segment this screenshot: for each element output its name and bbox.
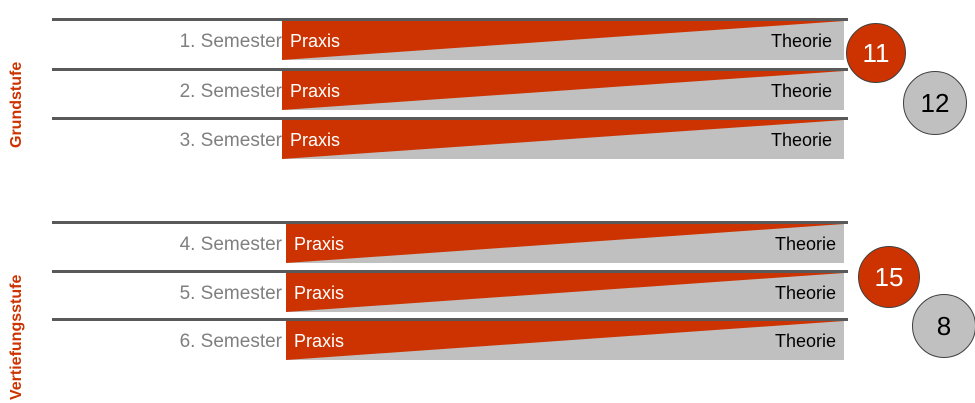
- theorie-label: Theorie: [774, 234, 836, 254]
- praxis-theorie-bar: Praxis Theorie: [282, 120, 844, 159]
- praxis-label: Praxis: [294, 331, 345, 351]
- theorie-label: Theorie: [770, 130, 832, 150]
- semester-row-4: 4. Semester Praxis Theorie: [52, 221, 848, 266]
- semester-row-6: 6. Semester Praxis Theorie: [52, 318, 848, 363]
- praxis-label: Praxis: [290, 31, 341, 51]
- semester-label: 2. Semester: [179, 81, 282, 102]
- semester-row-2: 2. Semester Praxis Theorie: [52, 68, 848, 113]
- semester-label: 1. Semester: [179, 31, 282, 52]
- theorie-count-vertiefungsstufe: 8: [912, 294, 975, 358]
- theorie-label: Theorie: [774, 331, 836, 351]
- praxis-theorie-bar: Praxis Theorie: [286, 321, 848, 360]
- praxis-theorie-bar: Praxis Theorie: [286, 273, 848, 312]
- theorie-label: Theorie: [774, 283, 836, 303]
- stage-label-grundstufe: Grundstufe: [8, 61, 25, 148]
- semester-label: 3. Semester: [179, 130, 282, 151]
- semester-row-3: 3. Semester Praxis Theorie: [52, 117, 848, 162]
- praxis-theorie-bar: Praxis Theorie: [286, 224, 848, 263]
- praxis-count-grundstufe: 11: [846, 23, 906, 83]
- theorie-label: Theorie: [770, 81, 832, 101]
- praxis-theorie-bar: Praxis Theorie: [282, 71, 844, 110]
- praxis-label: Praxis: [294, 234, 345, 254]
- semester-label: 4. Semester: [179, 234, 282, 255]
- praxis-label: Praxis: [290, 130, 341, 150]
- stage-label-vertiefungsstufe: Vertiefungsstufe: [8, 274, 25, 400]
- theorie-count-grundstufe: 12: [903, 71, 967, 135]
- theorie-label: Theorie: [770, 31, 832, 51]
- semester-row-1: 1. Semester Praxis Theorie: [52, 18, 848, 63]
- semester-row-5: 5. Semester Praxis Theorie: [52, 270, 848, 315]
- semester-label: 5. Semester: [179, 283, 282, 304]
- praxis-label: Praxis: [294, 283, 345, 303]
- semester-label: 6. Semester: [179, 331, 282, 352]
- praxis-theorie-bar: Praxis Theorie: [282, 21, 844, 60]
- praxis-label: Praxis: [290, 81, 341, 101]
- praxis-count-vertiefungsstufe: 15: [858, 246, 920, 308]
